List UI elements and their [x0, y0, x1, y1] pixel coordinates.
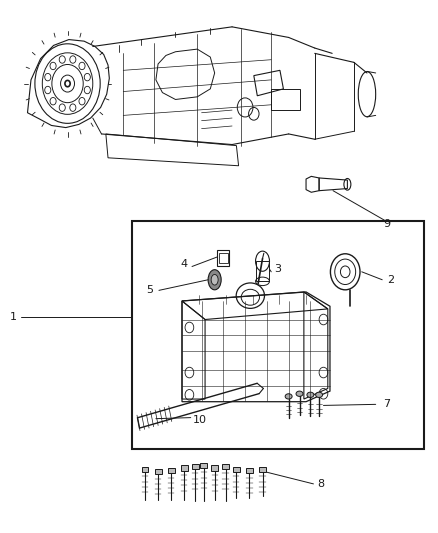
Bar [259, 467, 266, 472]
Ellipse shape [307, 392, 314, 398]
Text: 7: 7 [383, 399, 390, 409]
Text: 2: 2 [387, 274, 395, 285]
Text: 9: 9 [383, 219, 390, 229]
Bar [181, 465, 187, 471]
Text: 8: 8 [318, 479, 325, 489]
Bar [233, 467, 240, 472]
Text: 3: 3 [274, 264, 281, 274]
Bar [246, 468, 253, 473]
Bar [271, 89, 300, 110]
Bar [141, 467, 148, 472]
Bar [191, 464, 198, 469]
Bar [168, 468, 175, 473]
Bar [132, 221, 424, 449]
Text: 1: 1 [10, 312, 17, 322]
Ellipse shape [316, 392, 322, 398]
Bar [155, 469, 162, 474]
Ellipse shape [285, 394, 292, 399]
Bar [211, 465, 218, 471]
Bar [219, 253, 228, 263]
Bar [217, 250, 230, 266]
Text: 5: 5 [146, 285, 153, 295]
Ellipse shape [211, 274, 218, 285]
Ellipse shape [208, 270, 221, 290]
Text: 10: 10 [192, 415, 206, 425]
Bar [200, 463, 207, 468]
Bar [222, 464, 229, 469]
Ellipse shape [296, 391, 303, 397]
Text: 4: 4 [180, 259, 188, 269]
